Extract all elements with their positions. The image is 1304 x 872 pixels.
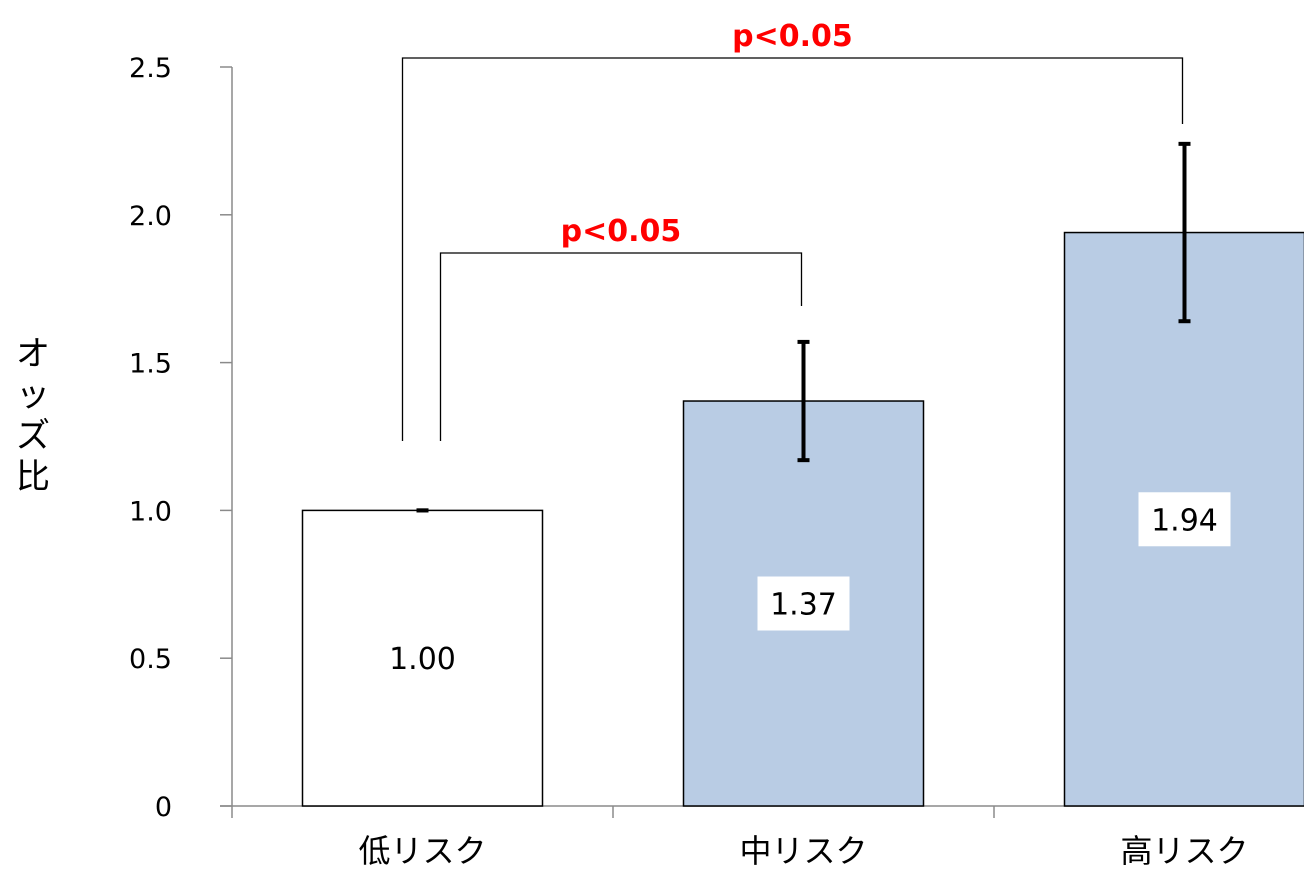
y-axis-label-char: 比 (16, 457, 50, 497)
data-label-box (757, 576, 850, 631)
y-tick-label: 2.5 (129, 53, 172, 84)
significance-brackets: p<0.05 p<0.05 (401, 19, 1184, 441)
x-category-label: 中リスク (739, 832, 867, 870)
y-axis-label-char: オ (16, 334, 50, 374)
data-label-box (1138, 492, 1231, 547)
y-tick-label: 1.0 (129, 496, 172, 527)
significance-bracket (401, 57, 1184, 441)
axes: 0 0.5 1.0 1.5 2.0 2.5 低リスク 中リスク 高リスク (129, 53, 1304, 870)
data-label: 1.94 (1151, 503, 1218, 538)
y-tick-label: 2.0 (129, 201, 172, 232)
significance-label: p<0.05 (561, 214, 682, 249)
y-tick-label: 0.5 (129, 644, 172, 675)
y-axis-label-char: ズ (16, 416, 50, 456)
data-label-box (376, 631, 469, 686)
data-label: 1.37 (770, 588, 837, 623)
y-axis-label-char: ッ (16, 375, 50, 415)
y-tick-label: 0 (155, 792, 172, 823)
y-tick-label: 1.5 (129, 349, 172, 380)
significance-label: p<0.05 (732, 19, 853, 54)
data-labels: 1.00 1.37 1.94 (376, 492, 1231, 686)
y-axis-label: オ ッ ズ 比 (16, 334, 50, 497)
data-label: 1.00 (389, 642, 456, 677)
significance-bracket (439, 252, 803, 441)
error-bars (416, 141, 1191, 513)
x-category-label: 高リスク (1120, 832, 1248, 870)
x-category-label: 低リスク (358, 832, 486, 870)
